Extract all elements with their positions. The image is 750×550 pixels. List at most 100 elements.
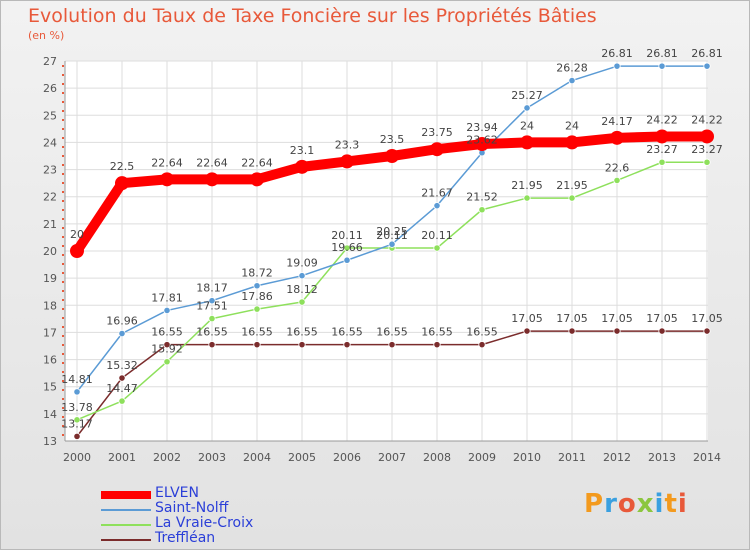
data-point-treffléan	[253, 341, 261, 349]
axis-dot	[62, 209, 64, 211]
y-tick-label: 14	[43, 408, 57, 421]
data-point-saint-nolff	[433, 202, 441, 210]
data-point-elven	[295, 159, 309, 174]
axis-dot	[62, 335, 64, 337]
data-point-saint-nolff	[613, 62, 621, 70]
y-tick-label: 18	[43, 299, 57, 312]
axis-dot	[62, 389, 64, 391]
data-label-elven: 23.1	[290, 144, 315, 157]
data-point-treffléan	[433, 341, 441, 349]
y-tick-label: 26	[43, 82, 57, 95]
data-label-saint-nolff: 19.09	[286, 257, 318, 270]
data-label-treffléan: 16.55	[331, 326, 363, 339]
axis-dot	[62, 272, 64, 274]
y-tick-label: 22	[43, 191, 57, 204]
data-label-saint-nolff: 17.81	[151, 291, 183, 304]
logo-letter: i	[677, 489, 688, 519]
data-label-saint-nolff: 21.67	[421, 187, 453, 200]
data-label-elven: 23.3	[335, 138, 360, 151]
data-label-la-vraie-croix: 21.95	[511, 179, 543, 192]
axis-dot	[62, 65, 64, 67]
data-label-treffléan: 17.05	[601, 312, 633, 325]
data-label-saint-nolff: 14.81	[61, 373, 93, 386]
logo-letter: P	[584, 489, 605, 519]
x-tick-label: 2013	[648, 451, 676, 464]
legend-swatch-la-vraie-croix	[101, 524, 151, 526]
axis-dot	[62, 182, 64, 184]
data-label-saint-nolff: 26.81	[691, 47, 723, 60]
data-point-la-vraie-croix	[568, 194, 576, 202]
data-point-saint-nolff	[523, 104, 531, 112]
axis-dot	[62, 263, 64, 265]
legend-label-elven: ELVEN	[155, 485, 200, 501]
data-label-elven: 22.64	[241, 156, 273, 169]
data-point-treffléan	[73, 432, 81, 440]
axis-dot	[62, 200, 64, 202]
data-label-saint-nolff: 19.66	[331, 241, 363, 254]
data-point-la-vraie-croix	[73, 416, 81, 424]
data-point-elven	[160, 172, 174, 187]
data-label-saint-nolff: 16.96	[106, 315, 138, 328]
data-point-elven	[700, 129, 714, 144]
data-point-treffléan	[343, 341, 351, 349]
data-label-treffléan: 13.17	[61, 417, 93, 430]
y-tick-label: 24	[43, 136, 57, 149]
data-label-treffléan: 16.55	[241, 326, 273, 339]
data-label-elven: 22.64	[151, 156, 183, 169]
data-point-la-vraie-croix	[703, 158, 711, 166]
data-point-saint-nolff	[253, 282, 261, 290]
data-label-elven: 24.22	[691, 113, 723, 126]
axis-dot	[62, 326, 64, 328]
axis-dot	[62, 299, 64, 301]
data-point-elven	[565, 135, 579, 150]
data-point-la-vraie-croix	[523, 194, 531, 202]
data-label-la-vraie-croix: 23.27	[691, 143, 723, 156]
data-label-la-vraie-croix: 17.86	[241, 290, 273, 303]
y-tick-label: 27	[43, 55, 57, 68]
logo-letter: o	[617, 489, 637, 519]
axis-dot	[62, 290, 64, 292]
data-point-la-vraie-croix	[118, 397, 126, 405]
data-point-la-vraie-croix	[613, 176, 621, 185]
x-tick-label: 2011	[558, 451, 586, 464]
axis-dot	[62, 173, 64, 175]
x-tick-label: 2005	[288, 451, 316, 464]
data-label-elven: 22.5	[110, 160, 135, 173]
axis-dot	[62, 380, 64, 382]
axis-dot	[62, 218, 64, 220]
data-point-saint-nolff	[658, 62, 666, 70]
data-label-la-vraie-croix: 20.11	[331, 229, 363, 242]
legend-label-saint-nolff: Saint-Nolff	[155, 500, 229, 516]
x-tick-label: 2004	[243, 451, 271, 464]
data-label-elven: 23.5	[380, 133, 405, 146]
data-point-treffléan	[568, 327, 576, 335]
axis-dot	[62, 398, 64, 400]
data-label-la-vraie-croix: 23.27	[646, 143, 678, 156]
chart-subtitle: (en %)	[28, 29, 65, 42]
data-point-elven	[70, 244, 84, 258]
data-point-saint-nolff	[568, 76, 576, 85]
data-label-treffléan: 16.55	[376, 326, 408, 339]
data-label-saint-nolff: 26.28	[556, 62, 588, 75]
data-point-treffléan	[703, 327, 711, 335]
axis-dot	[62, 245, 64, 247]
axis-dot	[62, 425, 64, 427]
legend-label-la-vraie-croix: La Vraie-Croix	[155, 515, 254, 531]
data-label-elven: 24	[520, 119, 534, 132]
data-label-saint-nolff: 23.62	[466, 134, 498, 147]
data-label-saint-nolff: 25.27	[511, 89, 543, 102]
data-label-la-vraie-croix: 21.52	[466, 191, 498, 204]
data-label-la-vraie-croix: 13.78	[61, 401, 93, 414]
y-tick-label: 25	[43, 109, 57, 122]
y-tick-label: 21	[43, 218, 57, 231]
axis-dot	[62, 155, 64, 157]
logo-letter: x	[636, 489, 655, 519]
data-point-treffléan	[658, 327, 666, 335]
logo-letter: i	[654, 489, 665, 519]
data-point-treffléan	[298, 341, 306, 349]
data-label-elven: 23.94	[466, 121, 498, 134]
data-point-elven	[385, 149, 399, 163]
data-point-elven	[115, 176, 129, 191]
data-point-la-vraie-croix	[478, 206, 486, 214]
logo-letter: t	[664, 489, 678, 519]
